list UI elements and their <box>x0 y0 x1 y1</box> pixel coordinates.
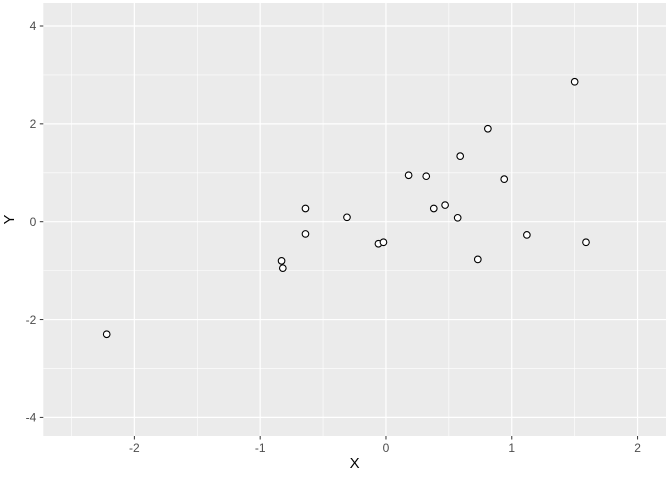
data-point <box>429 204 438 213</box>
data-point <box>422 172 431 181</box>
gridlines-minor <box>43 3 666 436</box>
y-tick-label: 0 <box>30 215 37 229</box>
x-tick-label: -1 <box>255 441 266 455</box>
data-point <box>582 238 590 247</box>
data-point <box>453 213 462 222</box>
x-tick-label: -2 <box>129 441 140 455</box>
data-point <box>570 77 579 86</box>
y-tick-label: 2 <box>30 117 37 131</box>
x-axis-title: X <box>350 455 360 472</box>
y-axis-title: Y <box>1 214 18 224</box>
data-point <box>500 175 509 183</box>
y-tick-label: -2 <box>26 313 37 327</box>
y-tick-label: 4 <box>30 19 37 33</box>
data-point <box>473 255 482 264</box>
x-tick-label: 0 <box>383 441 390 455</box>
data-points <box>102 77 590 339</box>
axis-tick-marks <box>39 25 639 440</box>
x-tick-label: 1 <box>508 441 515 455</box>
panel-background <box>43 3 667 436</box>
data-point <box>379 238 388 247</box>
data-point <box>278 264 287 273</box>
data-point <box>277 256 286 265</box>
data-point <box>441 201 449 209</box>
data-point <box>523 231 531 239</box>
x-tick-label: 2 <box>634 441 641 455</box>
y-tick-label: -4 <box>26 411 37 425</box>
data-point <box>301 230 310 238</box>
axis-tick-labels: -2 -1 0 1 2 -4 -2 0 2 4 <box>26 19 642 455</box>
data-point <box>404 171 413 180</box>
data-point <box>343 213 351 222</box>
plot-panel <box>43 3 667 436</box>
data-point <box>102 330 111 339</box>
data-point <box>301 204 310 213</box>
data-point <box>456 152 465 160</box>
gridlines-major <box>43 3 666 436</box>
data-point <box>484 124 492 133</box>
